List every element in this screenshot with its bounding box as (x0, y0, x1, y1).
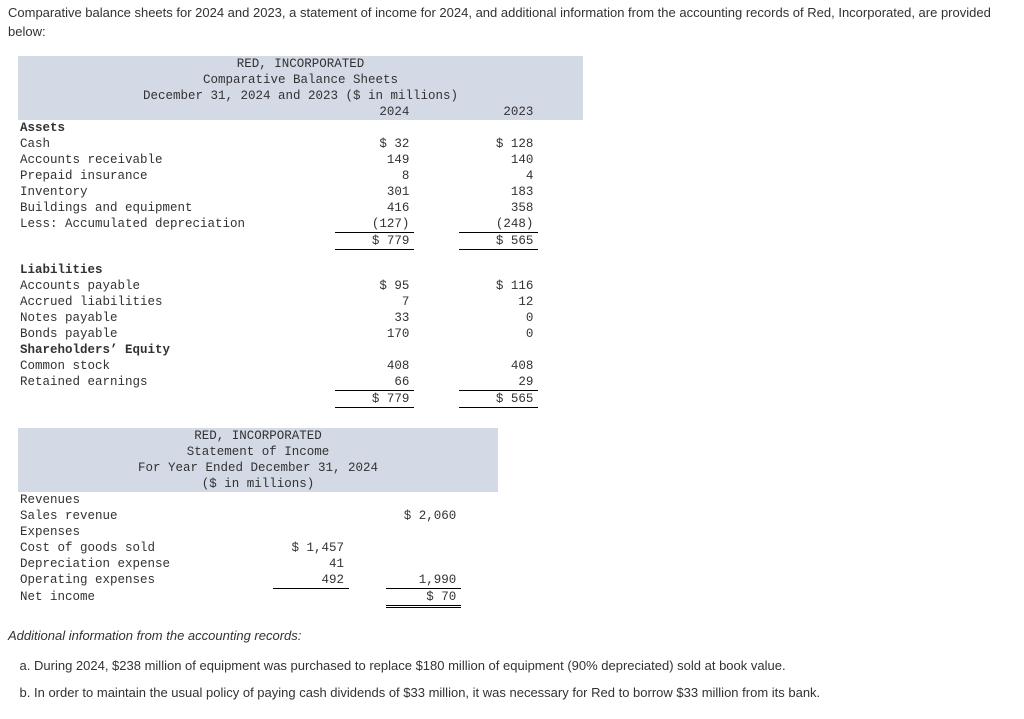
table-row-label: Common stock (18, 358, 335, 374)
table-row-label: Bonds payable (18, 326, 335, 342)
assets-total-2023: $ 565 (459, 232, 539, 249)
table-row-total (386, 540, 462, 556)
table-row-val-2023: 0 (459, 310, 539, 326)
table-row-val-2024: $ 32 (335, 136, 415, 152)
table-row-val: 41 (273, 556, 349, 572)
table-row-val-2024: 416 (335, 200, 415, 216)
list-item: In order to maintain the usual policy of… (34, 684, 1016, 703)
revenues-header: Revenues (18, 492, 273, 508)
liab-total-2024: $ 779 (335, 390, 415, 407)
table-row-val-2023: 4 (459, 168, 539, 184)
table-row-label: Cost of goods sold (18, 540, 273, 556)
table-row-label: Operating expenses (18, 572, 273, 589)
is-title-4: ($ in millions) (18, 476, 498, 492)
table-row-val-2023: 12 (459, 294, 539, 310)
sales-revenue-value: $ 2,060 (386, 508, 462, 524)
liabilities-header: Liabilities (18, 262, 335, 278)
additional-info-header: Additional information from the accounti… (8, 628, 1016, 643)
bs-col-2023: 2023 (459, 104, 539, 120)
table-row-label: Accounts payable (18, 278, 335, 294)
table-row-label: Less: Accumulated depreciation (18, 216, 335, 233)
table-row-label: Buildings and equipment (18, 200, 335, 216)
table-row-val-2024: 8 (335, 168, 415, 184)
table-row-total (386, 556, 462, 572)
table-row-label: Depreciation expense (18, 556, 273, 572)
table-row-label: Notes payable (18, 310, 335, 326)
table-row-val-2023: 358 (459, 200, 539, 216)
table-row-label: Accounts receivable (18, 152, 335, 168)
table-row-val-2023: 183 (459, 184, 539, 200)
is-title-2: Statement of Income (18, 444, 498, 460)
table-row-val-2024: 301 (335, 184, 415, 200)
table-row-label: Accrued liabilities (18, 294, 335, 310)
table-row-label: Inventory (18, 184, 335, 200)
balance-sheet-table: RED, INCORPORATED Comparative Balance Sh… (18, 56, 583, 408)
income-statement-table: RED, INCORPORATED Statement of Income Fo… (18, 428, 498, 608)
net-income-label: Net income (18, 588, 273, 606)
table-row-val-2024: 33 (335, 310, 415, 326)
table-row-val-2023: 140 (459, 152, 539, 168)
table-row-val-2024: 149 (335, 152, 415, 168)
table-row-label: Cash (18, 136, 335, 152)
table-row-val-2023: $ 116 (459, 278, 539, 294)
bs-title-1: RED, INCORPORATED (18, 56, 583, 72)
bs-title-2: Comparative Balance Sheets (18, 72, 583, 88)
table-row-val-2023: $ 128 (459, 136, 539, 152)
table-row-val-2024: 408 (335, 358, 415, 374)
is-title-3: For Year Ended December 31, 2024 (18, 460, 498, 476)
table-row-val-2023: 29 (459, 374, 539, 391)
table-row-label: Retained earnings (18, 374, 335, 391)
table-row-val-2024: 7 (335, 294, 415, 310)
table-row-val-2023: (248) (459, 216, 539, 233)
sales-revenue-label: Sales revenue (18, 508, 273, 524)
equity-header: Shareholders’ Equity (18, 342, 335, 358)
assets-header: Assets (18, 120, 335, 136)
table-row-val-2023: 0 (459, 326, 539, 342)
net-income-value: $ 70 (386, 588, 462, 606)
liab-total-2023: $ 565 (459, 390, 539, 407)
table-row-val: 492 (273, 572, 349, 589)
table-row-val-2023: 408 (459, 358, 539, 374)
table-row-val-2024: 66 (335, 374, 415, 391)
table-row-val-2024: (127) (335, 216, 415, 233)
bs-title-3: December 31, 2024 and 2023 ($ in million… (18, 88, 583, 104)
expenses-header: Expenses (18, 524, 273, 540)
table-row-val-2024: $ 95 (335, 278, 415, 294)
bs-col-2024: 2024 (335, 104, 415, 120)
table-row-total: 1,990 (386, 572, 462, 589)
intro-text: Comparative balance sheets for 2024 and … (8, 4, 1016, 42)
additional-info-list: During 2024, $238 million of equipment w… (8, 657, 1016, 703)
table-row-val: $ 1,457 (273, 540, 349, 556)
assets-total-2024: $ 779 (335, 232, 415, 249)
list-item: During 2024, $238 million of equipment w… (34, 657, 1016, 676)
table-row-label: Prepaid insurance (18, 168, 335, 184)
is-title-1: RED, INCORPORATED (18, 428, 498, 444)
table-row-val-2024: 170 (335, 326, 415, 342)
